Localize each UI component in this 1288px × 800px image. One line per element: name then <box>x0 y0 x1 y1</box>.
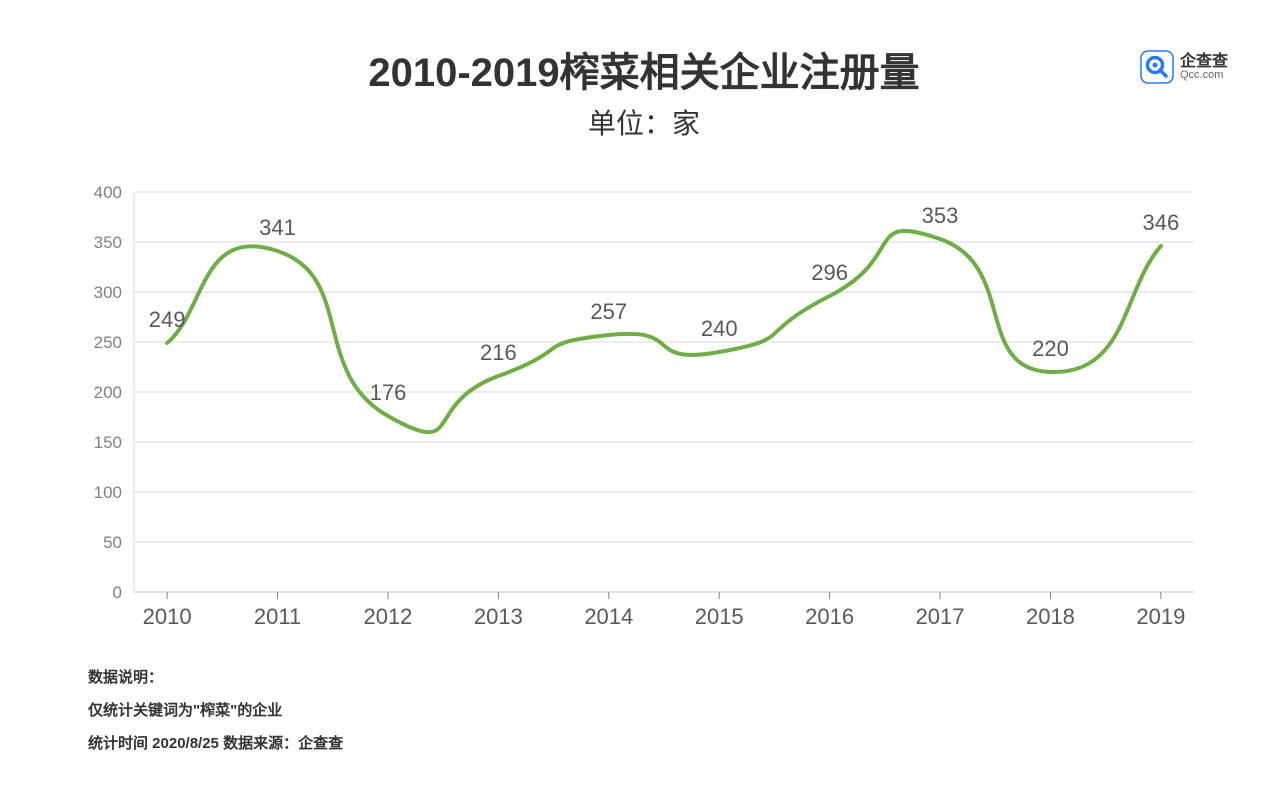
logo-text-en: Qcc.com <box>1180 70 1228 81</box>
x-tick-label: 2015 <box>695 604 744 629</box>
data-label: 296 <box>811 260 848 285</box>
data-label: 176 <box>370 380 407 405</box>
chart-svg: 0 50 100 150 200 250 300 350 400 2010 2011 2012 2013… <box>74 162 1214 632</box>
y-tick-label: 0 <box>113 583 122 602</box>
x-tick-label: 2010 <box>143 604 192 629</box>
x-tick-label: 2018 <box>1026 604 1075 629</box>
footer-line-3: 统计时间 2020/8/25 数据来源：企查查 <box>88 727 343 760</box>
y-tick-label: 150 <box>94 433 122 452</box>
brand-logo: 企查查 Qcc.com <box>1140 50 1228 84</box>
chart-footer: 数据说明： 仅统计关键词为"榨菜"的企业 统计时间 2020/8/25 数据来源… <box>88 661 343 760</box>
logo-text-cn: 企查查 <box>1180 54 1228 70</box>
line-series <box>167 231 1161 432</box>
data-label: 341 <box>259 215 296 240</box>
plot-area: 0 50 100 150 200 250 300 350 400 2010 2011 2012 2013… <box>74 162 1214 632</box>
logo-icon <box>1140 50 1174 84</box>
y-tick-label: 50 <box>103 533 122 552</box>
chart-container: 企查查 Qcc.com 2010-2019榨菜相关企业注册量 单位：家 0 50 1… <box>0 0 1288 800</box>
y-tick-label: 350 <box>94 233 122 252</box>
y-tick-label: 250 <box>94 333 122 352</box>
chart-title: 2010-2019榨菜相关企业注册量 <box>50 40 1238 98</box>
data-label: 353 <box>922 203 959 228</box>
y-tick-label: 400 <box>94 183 122 202</box>
footer-line-1: 数据说明： <box>88 661 343 694</box>
y-tick-label: 200 <box>94 383 122 402</box>
x-tick-label: 2016 <box>805 604 854 629</box>
x-tick-label: 2017 <box>916 604 965 629</box>
data-label: 346 <box>1143 210 1180 235</box>
data-label: 249 <box>149 307 186 332</box>
y-tick-label: 100 <box>94 483 122 502</box>
footer-line-2: 仅统计关键词为"榨菜"的企业 <box>88 694 343 727</box>
data-label: 240 <box>701 316 738 341</box>
y-tick-label: 300 <box>94 283 122 302</box>
chart-subtitle: 单位：家 <box>50 102 1238 142</box>
x-tick-label: 2012 <box>363 604 412 629</box>
x-tick-label: 2013 <box>474 604 523 629</box>
x-tick-label: 2019 <box>1136 604 1185 629</box>
data-label: 257 <box>590 299 627 324</box>
x-tick-label: 2011 <box>254 604 301 629</box>
x-tick-label: 2014 <box>584 604 633 629</box>
data-label: 216 <box>480 340 517 365</box>
data-label: 220 <box>1032 336 1069 361</box>
